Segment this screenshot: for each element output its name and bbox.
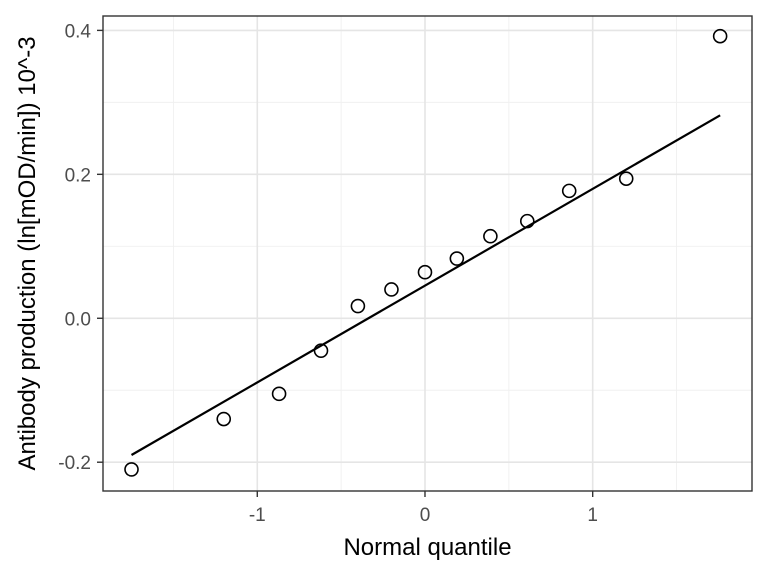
data-point <box>712 28 728 44</box>
grid <box>103 16 752 491</box>
y-tick-label: 0.2 <box>65 165 91 186</box>
axis-ticks <box>97 29 594 497</box>
data-points <box>124 28 728 477</box>
data-point <box>561 183 577 199</box>
panel-border <box>102 15 753 492</box>
data-point <box>313 343 329 358</box>
reference-line <box>130 114 721 456</box>
y-tick-label: -0.2 <box>58 453 91 474</box>
y-axis-title: Antibody production (ln[mOD/min]) 10^-3 <box>14 36 41 470</box>
data-point <box>271 386 287 402</box>
data-point <box>483 228 498 244</box>
data-point <box>216 411 232 427</box>
y-tick-label: 0.0 <box>65 309 91 330</box>
data-point <box>449 251 465 266</box>
data-point <box>350 298 366 314</box>
axis-tick-labels: -1 0 1 -0.2 0.0 0.2 0.4 <box>58 21 598 526</box>
x-tick-label: 1 <box>587 505 598 526</box>
data-point <box>384 282 399 297</box>
x-axis-title: Normal quantile <box>343 534 511 561</box>
y-tick-label: 0.4 <box>65 21 92 42</box>
data-point <box>519 213 535 229</box>
data-point <box>124 462 139 477</box>
data-point <box>618 171 634 186</box>
fit-line-layer <box>130 114 721 456</box>
x-tick-label: -1 <box>249 505 266 526</box>
data-point <box>417 264 433 280</box>
x-tick-label: 0 <box>420 505 431 526</box>
